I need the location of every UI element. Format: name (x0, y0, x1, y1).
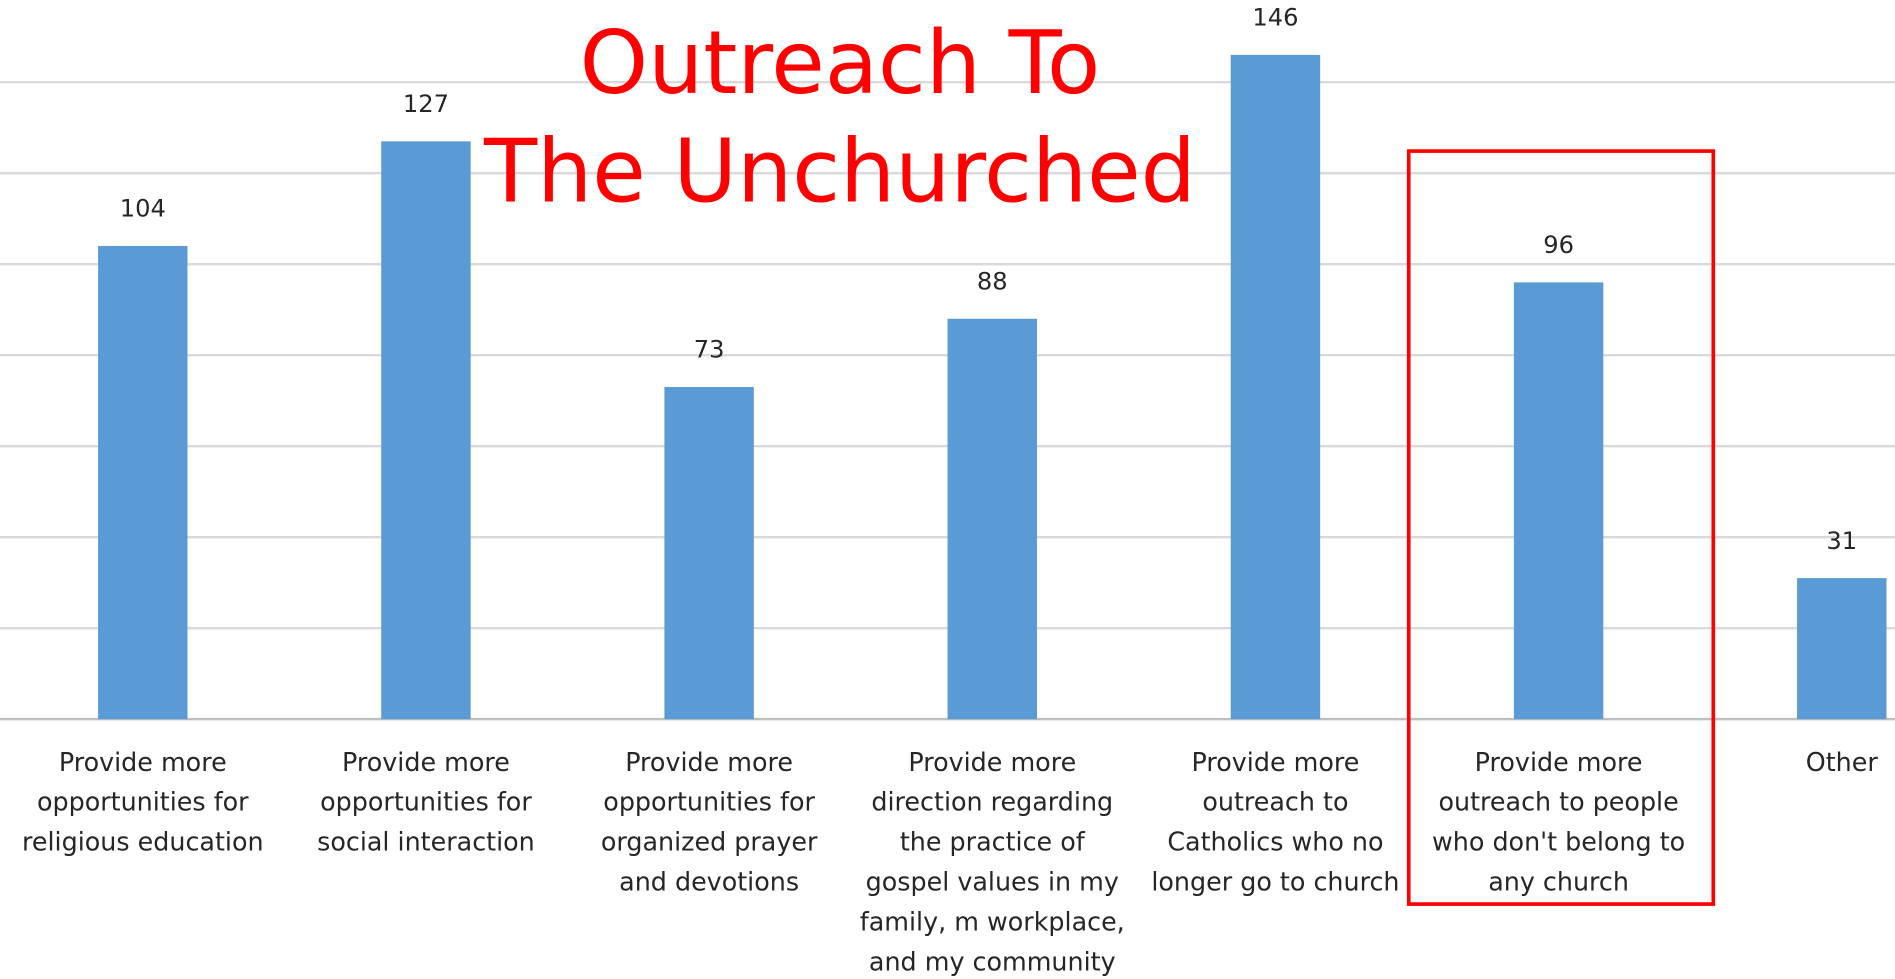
bar (381, 141, 471, 720)
value-label: 146 (1252, 4, 1298, 32)
bar (98, 245, 188, 720)
value-label: 73 (694, 336, 725, 364)
x-tick-label: Provide more direction regarding the pract… (860, 747, 1125, 976)
bar (1513, 282, 1604, 720)
chart-title: Outreach To The Unchurched (483, 12, 1196, 223)
value-label: 31 (1826, 527, 1857, 555)
x-tick-label: Provide more opportunities for organized p… (601, 747, 818, 897)
bar (947, 318, 1037, 720)
bar (1797, 578, 1887, 720)
x-tick-label: Other (1806, 747, 1879, 777)
x-tick-label: Provide more opportunities for religious e… (22, 747, 264, 857)
x-tick-label: Provide more outreach to Catholics who no l… (1151, 747, 1399, 897)
bar (664, 387, 754, 720)
x-tick-label: Provide more outreach to people who don't … (1432, 747, 1685, 897)
highlight-box (1406, 149, 1716, 906)
bar (1230, 54, 1321, 720)
value-label: 88 (977, 268, 1008, 296)
grid (0, 80, 1895, 721)
value-label: 127 (403, 90, 449, 118)
value-label: 96 (1543, 231, 1574, 259)
value-label: 104 (120, 195, 166, 223)
x-tick-label: Provide more opportunities for social inte… (317, 747, 535, 857)
